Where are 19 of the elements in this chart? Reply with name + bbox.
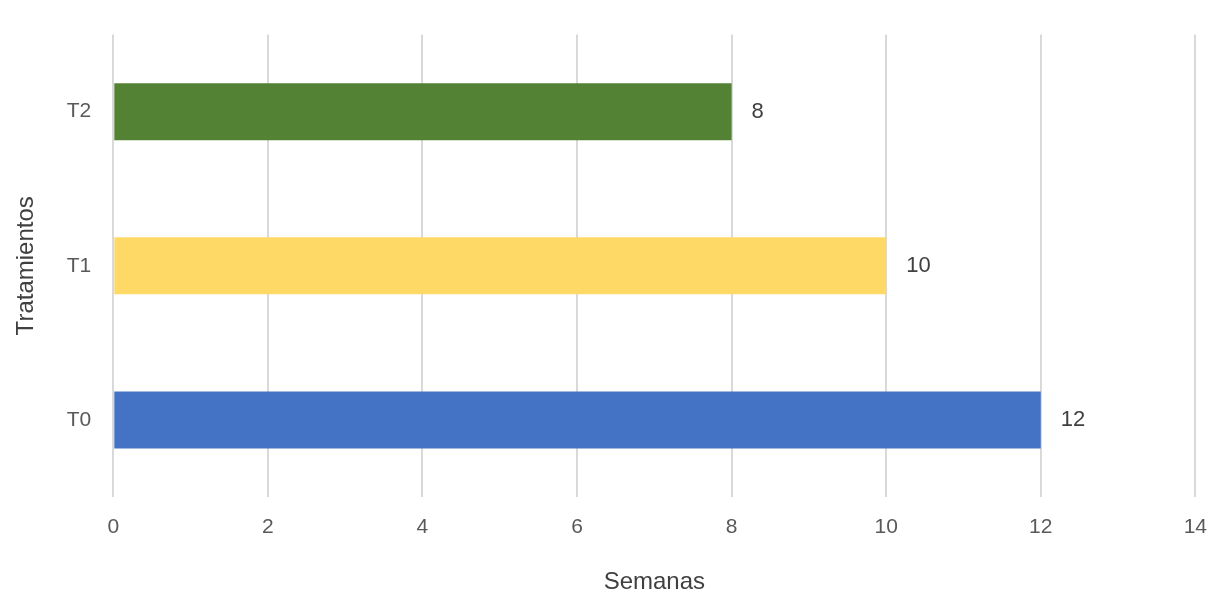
y-tick-label: T2	[66, 98, 92, 122]
bar	[114, 237, 887, 295]
x-tick-label: 4	[416, 514, 429, 538]
x-tick-label: 8	[725, 514, 738, 538]
data-label: 8	[751, 97, 764, 123]
x-tick-label: 2	[262, 514, 274, 538]
x-tick-label: 12	[1029, 514, 1053, 538]
x-tick-label: 10	[874, 514, 898, 538]
bar	[114, 391, 1041, 449]
bar	[114, 83, 732, 141]
x-tick-label: 14	[1183, 514, 1208, 538]
y-tick-label: T1	[66, 252, 92, 276]
x-tick-label: 0	[107, 514, 120, 538]
y-tick-label: T0	[66, 406, 92, 430]
data-label: 10	[906, 251, 931, 277]
y-axis-title: Tratamientos	[11, 196, 39, 336]
x-axis-title: Semanas	[603, 567, 706, 595]
x-tick-label: 6	[571, 514, 583, 538]
data-label: 12	[1060, 406, 1086, 431]
